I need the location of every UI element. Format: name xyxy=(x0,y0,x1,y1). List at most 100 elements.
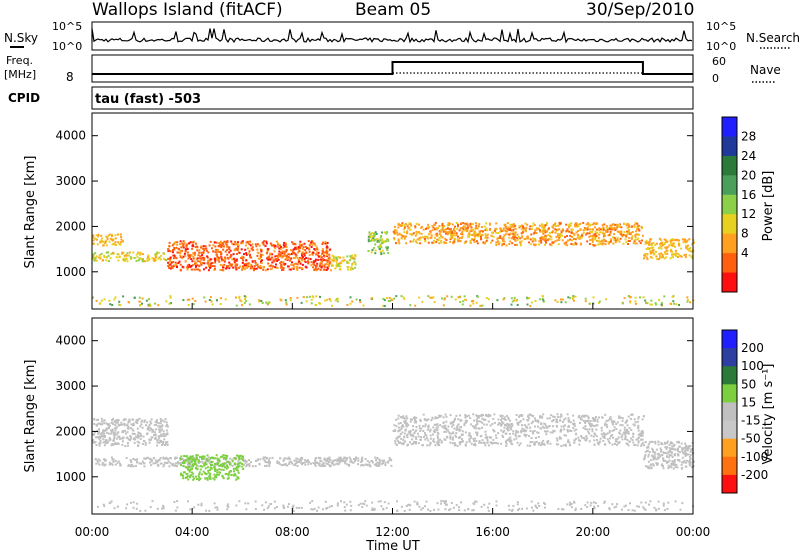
data-cell xyxy=(593,238,596,241)
data-cell xyxy=(431,296,434,299)
data-cell xyxy=(514,231,517,234)
data-cell xyxy=(241,465,244,468)
data-cell xyxy=(476,417,479,419)
data-cell xyxy=(120,238,123,241)
data-cell xyxy=(636,222,639,225)
data-cell xyxy=(197,503,200,506)
data-cell xyxy=(450,232,453,235)
data-cell xyxy=(114,234,117,237)
data-cell xyxy=(409,233,412,236)
data-cell xyxy=(388,457,391,459)
data-cell xyxy=(440,414,443,417)
data-cell xyxy=(639,296,641,299)
data-cell xyxy=(469,304,472,307)
data-cell xyxy=(512,504,515,507)
data-cell xyxy=(435,241,438,244)
data-cell xyxy=(511,300,514,303)
data-cell xyxy=(236,243,239,246)
data-cell xyxy=(326,259,329,262)
data-cell xyxy=(105,251,108,254)
data-cell xyxy=(560,425,563,428)
data-cell xyxy=(673,253,676,256)
data-cell xyxy=(629,417,632,420)
data-cell xyxy=(326,242,329,244)
data-cell xyxy=(594,230,597,233)
data-cell xyxy=(386,297,388,300)
data-cell xyxy=(546,222,548,225)
data-cell xyxy=(135,253,138,256)
data-cell xyxy=(545,433,548,436)
data-cell xyxy=(226,246,229,249)
data-cell xyxy=(220,468,223,471)
data-cell xyxy=(210,464,212,466)
data-cell xyxy=(419,438,422,441)
data-cell xyxy=(168,465,171,468)
data-cell xyxy=(613,426,616,429)
data-cell xyxy=(212,250,215,253)
data-cell xyxy=(658,247,660,250)
data-cell xyxy=(161,428,163,431)
data-cell xyxy=(653,453,656,456)
data-cell xyxy=(413,421,416,424)
data-cell xyxy=(560,231,563,234)
data-cell xyxy=(216,473,218,476)
data-cell xyxy=(464,228,467,231)
cpid-value: tau (fast) -503 xyxy=(95,92,201,107)
data-cell xyxy=(422,228,425,231)
data-cell xyxy=(591,417,594,420)
data-cell xyxy=(573,237,576,240)
data-cell xyxy=(661,241,663,244)
data-cell xyxy=(489,424,492,427)
data-cell xyxy=(550,238,553,241)
data-cell xyxy=(204,467,207,470)
data-cell xyxy=(207,458,210,461)
data-cell xyxy=(169,258,172,261)
data-cell xyxy=(269,268,272,271)
data-cell xyxy=(219,456,222,459)
data-cell xyxy=(135,259,138,262)
data-cell xyxy=(539,237,542,240)
data-cell xyxy=(346,260,349,263)
data-cell xyxy=(245,259,248,262)
data-cell xyxy=(292,264,295,267)
data-cell xyxy=(477,420,480,423)
data-cell xyxy=(264,461,267,463)
data-cell xyxy=(186,248,189,250)
data-cell xyxy=(403,432,406,435)
data-cell xyxy=(668,465,671,468)
data-cell xyxy=(479,435,482,438)
data-cell xyxy=(271,253,274,256)
data-cell xyxy=(435,423,438,426)
data-cell xyxy=(686,299,689,301)
data-cell xyxy=(249,267,252,270)
data-cell xyxy=(381,249,384,252)
data-cell xyxy=(439,234,442,237)
data-cell xyxy=(650,467,653,470)
data-cell xyxy=(234,458,237,461)
data-cell xyxy=(190,455,193,458)
data-cell xyxy=(282,246,285,249)
data-cell xyxy=(564,236,566,239)
data-cell xyxy=(507,423,510,426)
data-cell xyxy=(400,442,403,445)
data-cell xyxy=(684,465,687,468)
data-cell xyxy=(129,427,132,430)
data-cell xyxy=(647,445,650,448)
data-cell xyxy=(160,254,163,257)
data-cell xyxy=(515,430,518,432)
data-cell xyxy=(531,415,534,418)
data-cell xyxy=(278,461,280,464)
data-cell xyxy=(100,239,103,242)
data-cell xyxy=(134,438,137,441)
data-cell xyxy=(138,435,141,438)
data-cell xyxy=(407,424,410,427)
data-cell xyxy=(608,431,611,434)
data-cell xyxy=(474,500,476,503)
data-cell xyxy=(588,224,591,227)
data-cell xyxy=(577,223,580,226)
data-cell xyxy=(554,240,557,243)
data-cell xyxy=(279,253,282,256)
data-cell xyxy=(674,463,677,466)
data-cell xyxy=(112,417,115,420)
data-cell xyxy=(156,251,159,254)
